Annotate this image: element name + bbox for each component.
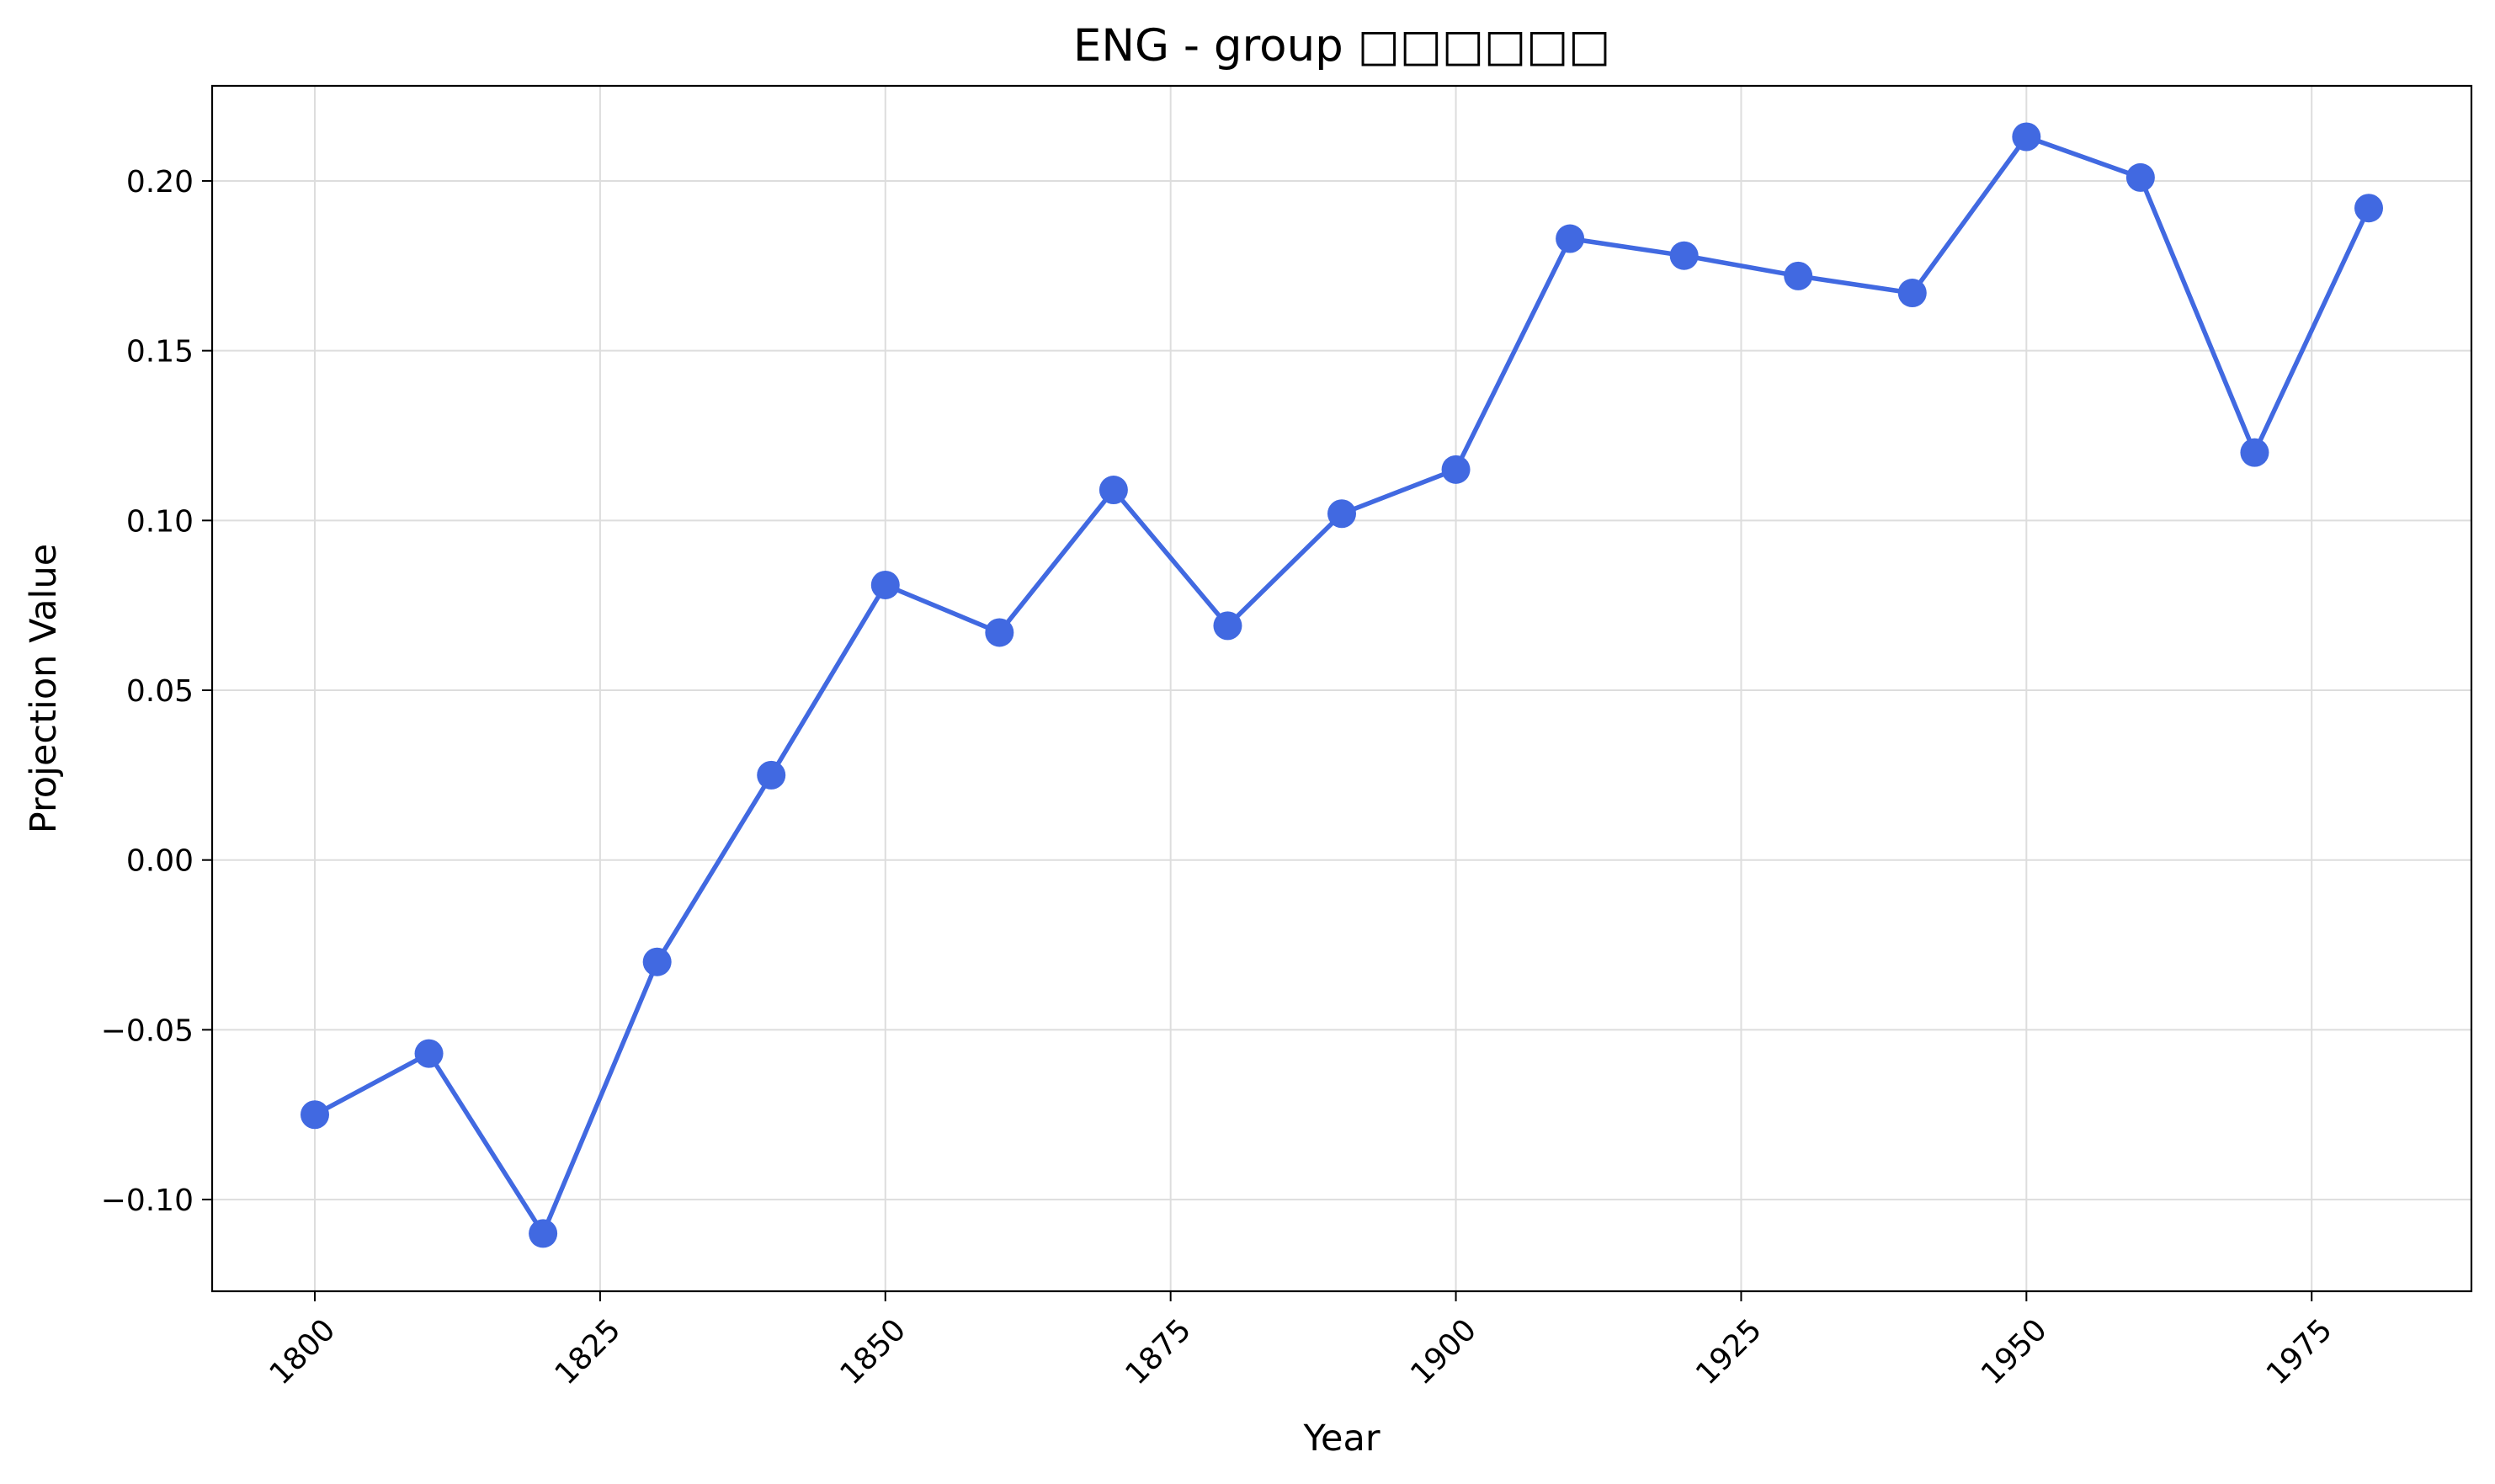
data-point: [642, 947, 672, 976]
y-axis-ticks: −0.10 −0.05 0.00 0.05 0.10 0.15 0.20: [101, 165, 212, 1218]
data-point: [1327, 499, 1356, 529]
data-point: [2012, 122, 2041, 152]
data-point: [757, 760, 786, 790]
data-point: [1556, 224, 1585, 253]
data-point: [1441, 455, 1471, 484]
data-point: [1897, 279, 1927, 308]
series-layer: [301, 122, 2383, 1248]
data-point: [301, 1100, 329, 1130]
data-point: [985, 618, 1014, 647]
data-point: [2354, 194, 2383, 223]
y-axis-label: Projection Value: [23, 544, 65, 833]
y-tick-label: 0.00: [126, 844, 194, 879]
y-tick-label: −0.10: [101, 1183, 194, 1218]
data-point: [1099, 476, 1128, 505]
data-point: [414, 1039, 444, 1068]
data-point: [2125, 162, 2155, 192]
y-tick-label: −0.05: [101, 1013, 194, 1048]
chart-title: ENG - group □□□□□□: [1073, 20, 1610, 72]
data-point: [1213, 611, 1242, 641]
data-point: [870, 570, 900, 599]
data-point: [1669, 241, 1699, 270]
data-point: [1784, 261, 1813, 290]
y-tick-label: 0.20: [126, 165, 194, 199]
plot-area-frame: [210, 84, 2473, 1293]
y-tick-label: 0.05: [126, 674, 194, 709]
y-tick-label: 0.15: [126, 335, 194, 370]
data-point: [529, 1219, 558, 1248]
y-tick-label: 0.10: [126, 504, 194, 539]
data-point: [2240, 438, 2269, 467]
x-axis-label: Year: [1302, 1418, 1380, 1460]
